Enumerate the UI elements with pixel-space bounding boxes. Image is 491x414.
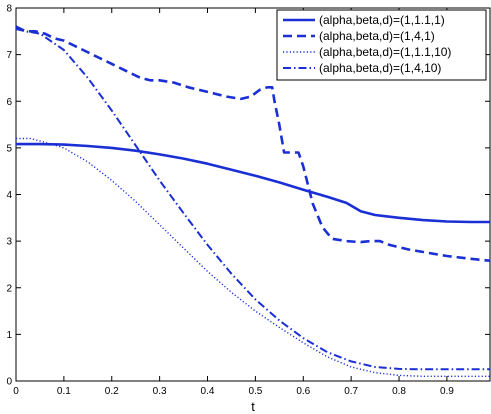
y-tick-label: 7 — [6, 50, 12, 61]
series-line-solid — [16, 142, 490, 224]
series-line-dotted — [16, 137, 490, 377]
x-tick-label: 0.1 — [57, 386, 71, 397]
x-axis-label: t — [251, 399, 255, 414]
y-axis: 0 1 2 3 4 5 6 7 8 — [6, 4, 490, 388]
x-tick-label: 0.3 — [153, 386, 167, 397]
y-tick-label: 5 — [6, 143, 12, 154]
y-tick-label: 0 — [6, 377, 12, 388]
legend-label: (alpha,beta,d)=(1,4,1) — [319, 29, 435, 43]
x-tick-label: 0.6 — [296, 386, 310, 397]
y-tick-label: 3 — [6, 237, 12, 248]
x-tick-label: 0 — [13, 386, 19, 397]
x-tick-label: 0.4 — [201, 386, 215, 397]
legend: (alpha,beta,d)=(1,1.1,1) (alpha,beta,d)=(… — [276, 9, 487, 81]
legend-label: (alpha,beta,d)=(1,1.1,10) — [319, 45, 451, 59]
legend-label: (alpha,beta,d)=(1,4,10) — [319, 61, 441, 75]
x-tick-label: 0.7 — [344, 386, 358, 397]
x-tick-label: 0.5 — [248, 386, 262, 397]
x-tick-label: 0.8 — [392, 386, 406, 397]
y-tick-label: 4 — [6, 190, 12, 201]
series-line-dashdot — [16, 28, 490, 371]
series-group — [16, 25, 490, 377]
legend-label: (alpha,beta,d)=(1,1.1,1) — [319, 13, 445, 27]
y-tick-label: 6 — [6, 97, 12, 108]
series-line-dashed — [16, 25, 490, 262]
y-tick-label: 2 — [6, 283, 12, 294]
x-tick-label: 0.2 — [105, 386, 119, 397]
legend-box — [276, 9, 487, 81]
x-tick-label: 0.9 — [440, 386, 454, 397]
y-tick-label: 1 — [6, 330, 12, 341]
y-tick-label: 8 — [6, 4, 12, 15]
